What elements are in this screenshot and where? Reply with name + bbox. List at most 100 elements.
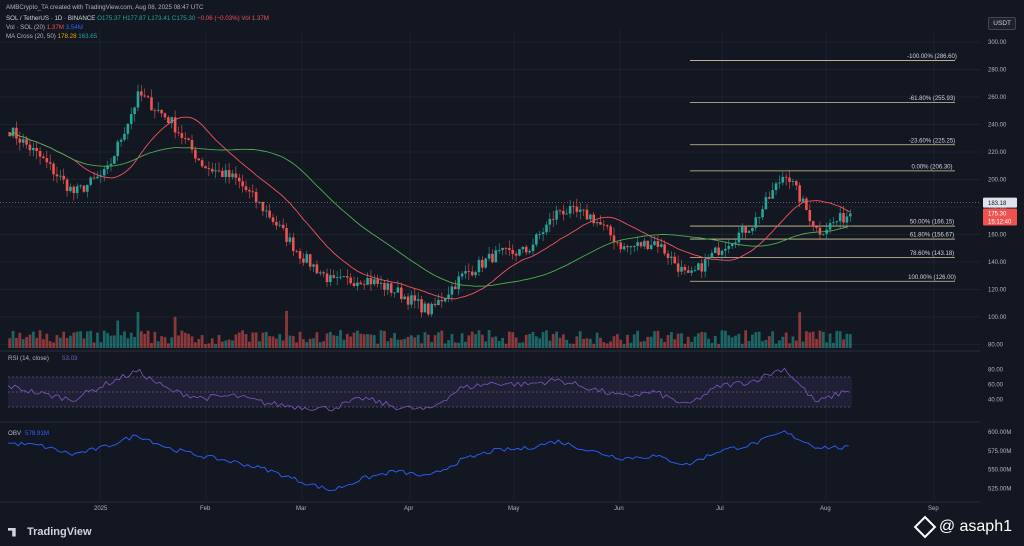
volume-bar [359,333,363,348]
candle-body [744,225,747,233]
volume-bar [440,330,444,348]
time-tick-label: Apr [404,506,413,512]
volume-bar [133,336,136,348]
volume-bar [842,339,845,348]
candle-body [626,246,629,248]
candle-body [582,209,585,211]
volume-indicator-label[interactable]: Vol · SOL (20) [6,24,45,31]
candle-body [342,276,346,277]
volume-bar [474,334,477,348]
obv-tick-label: 525.00M [988,486,1011,492]
candle-body [427,303,430,315]
volume-bar [528,333,531,348]
volume-bar [636,330,640,348]
volume-bar [258,341,261,348]
volume-bar [774,343,778,348]
obv-tick-label: 550.00M [988,468,1011,474]
fib-level-label: -61.80% (255.93) [909,96,955,102]
volume-bar [45,333,49,348]
candle-body [359,282,363,285]
candle-body [470,271,474,276]
candle-body [332,275,336,278]
candle-body [140,91,143,96]
ohlc-legend[interactable]: SOL / TetherUS · 1D · BINANCE O175.37 H1… [6,15,269,23]
volume-bar [457,342,461,348]
volume-bar [558,337,562,348]
candle-body [450,286,454,295]
candle-body [494,250,498,263]
candle-body [683,266,687,271]
currency-button[interactable]: USDT [988,17,1016,30]
candle-body [52,163,55,175]
candle-body [801,198,805,202]
volume-bar [58,337,62,348]
volume-bar [200,335,204,348]
volume-legend[interactable]: Vol · SOL (20) 1.37M 3.54M [6,24,83,32]
volume-bar [845,333,849,348]
obv-tick-label: 600.00M [988,430,1011,436]
open-value: O175.37 [97,15,121,22]
candle-body [842,213,845,223]
price-tick-label: 240.00 [988,123,1007,129]
volume-bar [815,338,818,348]
candle-body [133,107,136,115]
volume-bar [96,332,99,348]
volume-bar [514,337,518,348]
current-price-tag-text: 183.18 [988,201,1007,207]
volume-bar [437,332,440,348]
candle-body [795,181,798,186]
candle-body [126,123,130,134]
candle-body [207,168,211,170]
candle-body [379,282,383,284]
candle-body [659,244,663,247]
price-tick-label: 100.00 [988,315,1007,321]
volume-bar [268,336,272,348]
candle-body [497,250,501,251]
volume-bar [642,341,646,348]
candle-body [663,244,666,254]
candle-body [369,277,373,285]
change-value: −0.06 (−0.03%) [197,15,240,22]
volume-bar [501,337,504,348]
volume-bar [673,339,677,348]
rsi-line [7,367,849,412]
candle-body [156,109,160,111]
candle-body [339,276,342,278]
volume-bar [534,336,538,348]
volume-bar [187,333,191,348]
volume-bar [619,339,623,348]
candle-body [612,235,616,243]
fib-level-label: 50.00% (166.15) [910,220,954,226]
candle-body [406,296,410,305]
volume-bar [555,331,558,348]
candle-body [352,283,356,286]
candle-body [568,206,572,214]
time-tick-label: Jul [716,506,724,512]
candle-body [541,232,545,235]
price-tick-label: 280.00 [988,68,1007,74]
candle-body [275,221,278,226]
ma-indicator-label[interactable]: MA Cross (20, 50) [6,33,56,40]
ma-legend[interactable]: MA Cross (20, 50) 178.28 163.65 [6,33,97,41]
volume-bar [602,342,606,348]
volume-value-2: 3.54M [65,24,83,31]
volume-bar [480,334,484,348]
volume-bar [767,336,771,348]
candle-body [440,299,444,302]
candle-body [551,218,555,220]
candle-body [200,160,204,167]
candle-body [747,231,751,233]
fib-level-label: 78.60% (143.18) [910,251,954,257]
obv-tick-label: 575.00M [988,449,1011,455]
tradingview-logo[interactable]: TradingView [8,526,92,538]
candle-body [416,299,420,301]
volume-bar [119,335,123,348]
ma50-line [9,131,851,287]
symbol-label[interactable]: SOL / TetherUS · 1D · BINANCE [6,15,96,22]
candle-body [467,271,471,272]
volume-bar [220,341,224,348]
volume-bar [383,330,386,348]
volume-bar [389,337,393,348]
candle-body [619,242,623,250]
